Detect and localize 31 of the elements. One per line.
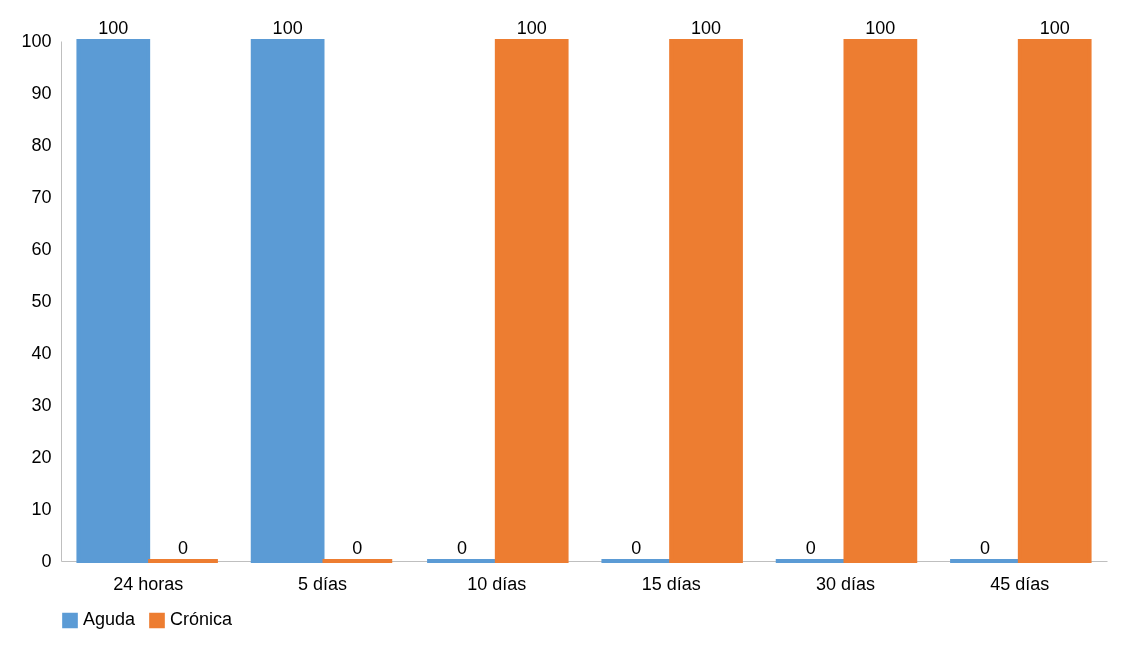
y-tick-label: 10 <box>31 498 52 519</box>
y-tick-label: 90 <box>31 82 52 103</box>
y-tick-label: 40 <box>31 342 52 363</box>
data-label: 100 <box>272 18 303 38</box>
x-tick-label: 45 días <box>990 573 1050 594</box>
legend-label: Aguda <box>83 609 137 630</box>
y-tick-label: 80 <box>31 134 52 155</box>
y-tick-label: 70 <box>31 186 52 207</box>
x-tick-label: 15 días <box>641 573 701 594</box>
data-label: 0 <box>456 538 467 558</box>
legend-label: Crónica <box>170 609 234 630</box>
y-tick-label: 100 <box>21 30 52 51</box>
data-label: 0 <box>178 538 189 558</box>
x-tick-label: 24 horas <box>113 573 184 594</box>
data-label: 100 <box>865 18 896 38</box>
y-tick-label: 0 <box>41 550 52 571</box>
data-label: 100 <box>98 18 129 38</box>
data-label: 0 <box>352 538 363 558</box>
data-label: 0 <box>805 538 816 558</box>
x-tick-label: 5 días <box>297 573 348 594</box>
y-tick-label: 20 <box>31 446 52 467</box>
data-label: 100 <box>691 18 722 38</box>
x-tick-label: 30 días <box>815 573 876 594</box>
data-label: 0 <box>979 538 990 558</box>
y-tick-label: 30 <box>31 394 52 415</box>
data-label: 0 <box>631 538 642 558</box>
x-tick-label: 10 días <box>467 573 527 594</box>
y-tick-label: 50 <box>31 290 52 311</box>
data-label: 100 <box>516 18 547 38</box>
data-label: 100 <box>1039 18 1070 38</box>
y-tick-label: 60 <box>31 238 52 259</box>
